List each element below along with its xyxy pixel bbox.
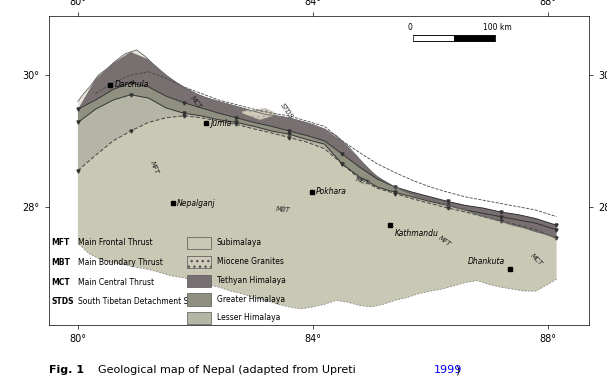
FancyBboxPatch shape	[188, 256, 211, 268]
Text: Fig. 1: Fig. 1	[49, 365, 84, 376]
Text: Pokhara: Pokhara	[316, 187, 347, 196]
Polygon shape	[242, 108, 277, 120]
Text: MCT: MCT	[355, 177, 370, 187]
Text: MCT: MCT	[529, 252, 543, 267]
Text: MCT: MCT	[51, 278, 70, 287]
Polygon shape	[78, 50, 557, 309]
Text: Lesser Himalaya: Lesser Himalaya	[217, 313, 280, 322]
Text: Greater Himalaya: Greater Himalaya	[217, 294, 285, 303]
Text: STDS: STDS	[279, 102, 294, 120]
Text: 100 km: 100 km	[483, 23, 512, 32]
Text: Main Boundary Thrust: Main Boundary Thrust	[78, 258, 163, 267]
Text: MFT: MFT	[438, 235, 452, 247]
Polygon shape	[78, 52, 557, 238]
Text: 1999: 1999	[434, 365, 463, 376]
Text: MFT: MFT	[149, 160, 160, 174]
Text: MFT: MFT	[51, 238, 70, 247]
Text: Subimalaya: Subimalaya	[217, 238, 262, 247]
Text: South Tibetan Detachment System: South Tibetan Detachment System	[78, 298, 212, 306]
FancyBboxPatch shape	[188, 312, 211, 325]
Text: Miocene Granites: Miocene Granites	[217, 257, 283, 266]
Text: MCT: MCT	[189, 95, 202, 110]
Text: MBT: MBT	[51, 258, 70, 267]
Polygon shape	[78, 116, 557, 309]
Text: Main Frontal Thrust: Main Frontal Thrust	[78, 238, 152, 247]
FancyBboxPatch shape	[188, 237, 211, 249]
Text: Dhankuta: Dhankuta	[468, 257, 506, 266]
Text: ): )	[455, 365, 459, 376]
FancyBboxPatch shape	[188, 293, 211, 306]
FancyBboxPatch shape	[188, 274, 211, 287]
Polygon shape	[78, 95, 557, 238]
Text: Main Central Thrust: Main Central Thrust	[78, 278, 154, 287]
Text: STDS: STDS	[51, 298, 73, 306]
Text: Tethyan Himalaya: Tethyan Himalaya	[217, 276, 286, 285]
Text: MBT: MBT	[276, 207, 291, 214]
Polygon shape	[78, 83, 557, 230]
Text: Geological map of Nepal (adapted from Upreti: Geological map of Nepal (adapted from Up…	[91, 365, 359, 376]
Text: Jumla: Jumla	[210, 118, 231, 127]
Text: 0: 0	[407, 23, 412, 32]
Text: Darchula: Darchula	[114, 80, 149, 89]
Text: Kathmandu: Kathmandu	[395, 229, 438, 238]
Text: Nepalganj: Nepalganj	[177, 199, 215, 208]
